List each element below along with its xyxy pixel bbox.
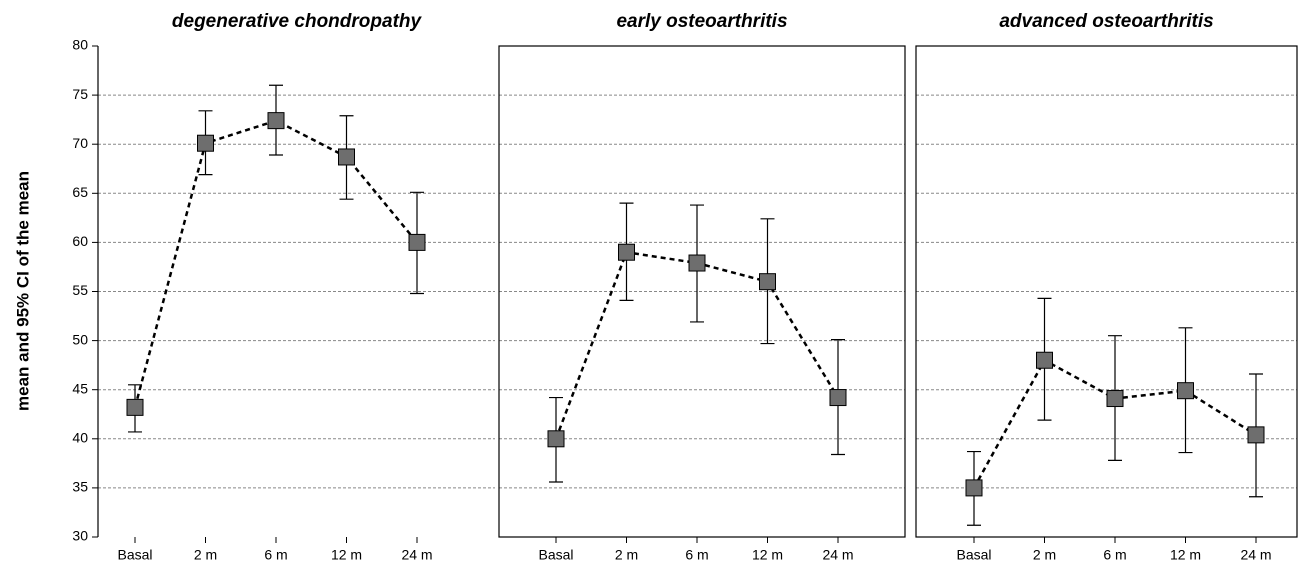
mean-marker xyxy=(267,112,285,130)
mean-marker xyxy=(829,389,847,407)
x-tick-label: 6 m xyxy=(1103,547,1126,563)
mean-marker xyxy=(126,398,144,416)
x-tick-label: 2 m xyxy=(194,547,217,563)
x-tick-label: Basal xyxy=(117,547,152,563)
panel-frame xyxy=(498,45,906,538)
mean-marker xyxy=(618,243,635,261)
y-tick-label: 55 xyxy=(72,282,88,298)
mean-marker xyxy=(338,148,355,166)
mean-marker xyxy=(965,479,983,497)
y-tick-label: 70 xyxy=(72,135,88,151)
x-tick-label: 24 m xyxy=(1240,547,1271,563)
mean-marker xyxy=(547,430,565,448)
x-tick-label: 6 m xyxy=(685,547,708,563)
y-tick-label: 80 xyxy=(72,37,88,53)
y-tick-label: 60 xyxy=(72,233,88,249)
mean-marker xyxy=(1036,351,1053,369)
panel-title: early osteoarthritis xyxy=(616,11,787,32)
x-tick-label: 2 m xyxy=(615,547,638,563)
panel-frame xyxy=(915,45,1298,538)
x-tick-label: 2 m xyxy=(1033,547,1056,563)
panel-title: advanced osteoarthritis xyxy=(999,11,1213,32)
mean-marker xyxy=(688,254,706,272)
mean-marker xyxy=(1106,390,1124,408)
y-tick-label: 65 xyxy=(72,184,88,200)
y-tick-label: 50 xyxy=(72,331,88,347)
x-tick-label: 24 m xyxy=(401,547,432,563)
x-tick-label: 24 m xyxy=(822,547,853,563)
y-tick-label: 40 xyxy=(72,430,88,446)
mean-marker xyxy=(759,273,776,291)
x-tick-label: Basal xyxy=(956,547,991,563)
y-tick-label: 45 xyxy=(72,380,88,396)
x-tick-label: 12 m xyxy=(752,547,783,563)
y-tick-label: 75 xyxy=(72,86,88,102)
mean-line xyxy=(133,119,418,408)
mean-marker xyxy=(1177,382,1194,400)
x-tick-label: Basal xyxy=(538,547,573,563)
y-tick-label: 30 xyxy=(72,528,88,544)
mean-marker xyxy=(197,134,214,152)
x-tick-label: 12 m xyxy=(1170,547,1201,563)
y-tick-label: 35 xyxy=(72,479,88,495)
y-axis-label: mean and 95% CI of the mean xyxy=(13,171,32,411)
panel-title: degenerative chondropathy xyxy=(172,11,423,32)
x-tick-label: 12 m xyxy=(331,547,362,563)
x-tick-label: 6 m xyxy=(264,547,287,563)
mean-marker xyxy=(1247,426,1265,444)
mean-marker xyxy=(408,233,426,251)
